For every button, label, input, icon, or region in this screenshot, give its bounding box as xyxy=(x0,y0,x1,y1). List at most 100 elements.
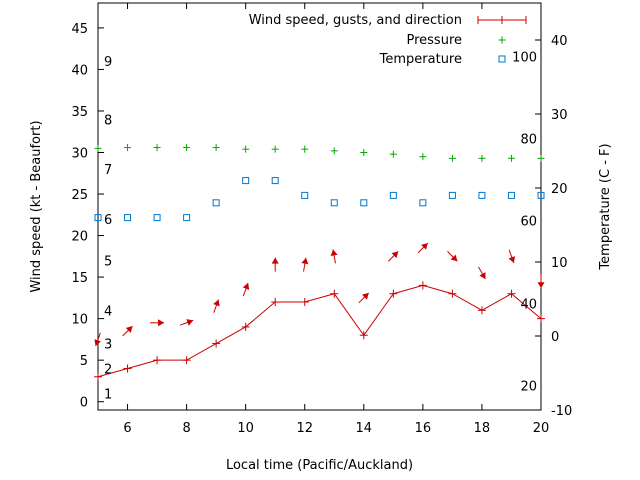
arrow-head xyxy=(242,282,250,290)
y-left-tick-label: 30 xyxy=(71,147,88,162)
temperature-point xyxy=(183,214,191,222)
y-right-tick-label: 0 xyxy=(551,330,559,345)
pressure-point xyxy=(389,150,397,158)
pressure-point xyxy=(360,149,368,157)
temperature-point xyxy=(330,199,338,207)
wind-direction-arrow xyxy=(417,242,429,254)
y-left-tick-label: 45 xyxy=(71,22,88,37)
wind-speed-point xyxy=(477,306,486,315)
temperature-point xyxy=(360,199,368,207)
x-tick-label: 6 xyxy=(123,421,131,436)
x-tick-label: 8 xyxy=(182,421,190,436)
fahrenheit-label: 100 xyxy=(512,50,537,65)
pressure-point xyxy=(301,145,309,153)
temperature-point xyxy=(448,191,456,199)
plot-frame xyxy=(97,2,542,411)
temperature-point xyxy=(271,177,279,185)
y-left-tick-label: 35 xyxy=(71,105,88,120)
arrow-head xyxy=(301,257,309,265)
wind-direction-arrow xyxy=(301,257,309,272)
temperature-point xyxy=(124,214,132,222)
wind-speed-point xyxy=(300,298,309,307)
wind-direction-arrow xyxy=(508,249,516,264)
wind-speed-point xyxy=(182,356,191,365)
pressure-point xyxy=(153,144,161,152)
wind-speed-point xyxy=(537,314,545,323)
wind-direction-arrow xyxy=(330,249,338,264)
beaufort-label: 8 xyxy=(104,113,112,128)
arrow-head xyxy=(391,251,399,259)
legend-label-pressure: Pressure xyxy=(406,33,462,48)
arrow-head xyxy=(421,243,428,250)
y-left-tick-label: 15 xyxy=(71,271,88,286)
x-tick-label: 14 xyxy=(356,421,373,436)
wind-speed-point xyxy=(389,289,398,298)
pressure-point xyxy=(419,153,427,161)
fahrenheit-label: 40 xyxy=(520,297,537,312)
pressure-point xyxy=(330,147,338,155)
temperature-point xyxy=(212,199,220,207)
arrow-head xyxy=(158,319,165,327)
y-left-axis-title: Wind speed (kt - Beaufort) xyxy=(29,120,44,292)
fahrenheit-label: 20 xyxy=(520,380,537,395)
y-right-tick-label: 40 xyxy=(551,34,568,49)
arrow-head xyxy=(537,282,545,289)
pressure-point xyxy=(448,154,456,162)
temperature-point xyxy=(153,214,161,222)
temperature-point xyxy=(389,191,397,199)
wind-speed-point xyxy=(418,281,427,290)
wind-direction-arrow xyxy=(213,299,220,313)
arrow-head xyxy=(271,257,279,264)
wind-speed-point xyxy=(94,372,102,381)
pressure-point xyxy=(212,144,220,152)
temperature-point xyxy=(301,191,309,199)
wind-speed-point xyxy=(212,339,221,348)
y-left-tick-label: 5 xyxy=(80,354,88,369)
pressure-point xyxy=(242,145,250,153)
arrow-head xyxy=(94,339,101,346)
pressure-point xyxy=(124,144,132,152)
y-left-tick-label: 10 xyxy=(71,313,88,328)
pressure-point xyxy=(271,145,279,153)
wind-speed-point xyxy=(271,298,280,307)
wind-speed-point xyxy=(241,322,250,331)
x-tick-label: 10 xyxy=(237,421,254,436)
arrow-head xyxy=(186,319,194,326)
pressure-point xyxy=(478,154,486,162)
wind-direction-arrow xyxy=(242,282,250,297)
wind-direction-arrow xyxy=(478,266,486,280)
arrow-head xyxy=(330,249,338,256)
axes-layer xyxy=(97,2,542,411)
wind-direction-arrow xyxy=(358,292,370,304)
temperature-point xyxy=(419,199,427,207)
labels-layer: 6 8 10 12 14 16 18 20051015202530354045-1001020… xyxy=(29,22,613,473)
arrow-head xyxy=(213,299,220,307)
x-tick-label: 20 xyxy=(533,421,550,436)
temperature-point xyxy=(537,191,545,199)
beaufort-label: 1 xyxy=(104,387,112,402)
y-right-tick-label: 10 xyxy=(551,256,568,271)
wind-speed-point xyxy=(153,356,162,365)
series-layer xyxy=(94,144,545,381)
wind-direction-arrow xyxy=(179,319,194,326)
y-right-tick-label: 20 xyxy=(551,182,568,197)
beaufort-label: 5 xyxy=(104,254,112,269)
arrow-head xyxy=(362,292,369,300)
wind-direction-arrow xyxy=(150,319,165,327)
x-axis-title: Local time (Pacific/Auckland) xyxy=(226,458,413,473)
y-right-tick-label: -10 xyxy=(551,404,572,419)
y-right-tick-label: 30 xyxy=(551,108,568,123)
x-tick-label: 18 xyxy=(474,421,491,436)
fahrenheit-label: 80 xyxy=(520,132,537,147)
beaufort-label: 2 xyxy=(104,362,112,377)
wind-direction-arrow xyxy=(388,251,399,262)
wind-speed-point xyxy=(330,289,339,298)
x-tick-label: 12 xyxy=(296,421,313,436)
beaufort-label: 4 xyxy=(104,304,112,319)
y-left-tick-label: 40 xyxy=(71,63,88,78)
wind-speed-point xyxy=(123,364,132,373)
wind-speed-line xyxy=(97,284,542,378)
pressure-point xyxy=(183,144,191,152)
beaufort-label: 9 xyxy=(104,55,112,70)
